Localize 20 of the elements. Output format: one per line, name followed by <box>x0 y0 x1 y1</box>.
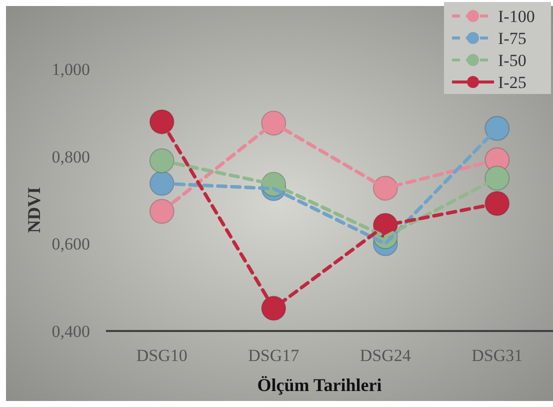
x-tick-label: DSG10 <box>136 346 188 365</box>
y-axis-title: NDVI <box>24 186 44 234</box>
point <box>484 116 510 141</box>
y-tick-label: 0,800 <box>52 147 90 166</box>
y-tick-label: 0,600 <box>52 234 90 254</box>
point <box>149 148 174 174</box>
x-tick-label: DSG24 <box>360 346 412 365</box>
y-tick-label: 0,400 <box>52 322 90 341</box>
legend-label: I-100 <box>498 6 535 26</box>
legend-label: I-25 <box>498 72 526 92</box>
x-axis-title: Ölçüm Tarihleri <box>257 375 382 395</box>
y-tick-label: 1,000 <box>52 60 90 79</box>
point <box>484 190 510 216</box>
legend-label: I-75 <box>498 28 526 48</box>
point <box>149 109 174 134</box>
legend-label: I-50 <box>498 50 526 70</box>
x-tick-label: DSG31 <box>472 346 523 365</box>
point <box>149 198 174 224</box>
point <box>484 166 510 191</box>
x-tick-label: DSG17 <box>248 346 300 365</box>
